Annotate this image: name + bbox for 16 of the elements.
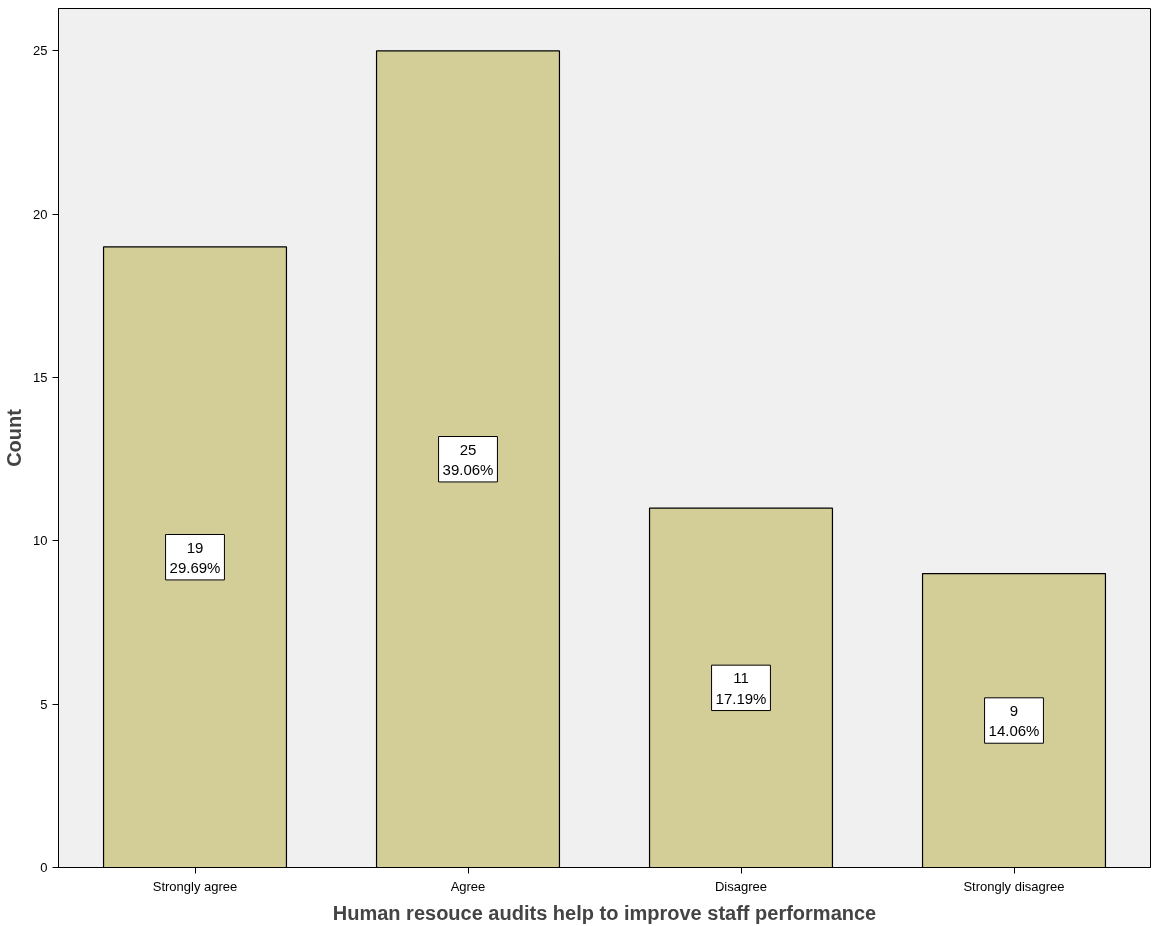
y-tick-label: 5 bbox=[40, 696, 48, 712]
y-tick-label: 10 bbox=[33, 533, 48, 549]
y-tick-label: 25 bbox=[33, 43, 48, 59]
data-label: 9 14.06% bbox=[988, 701, 1040, 740]
y-tick-label: 20 bbox=[33, 206, 48, 222]
data-label: 19 29.69% bbox=[169, 538, 221, 576]
y-tick-label: 0 bbox=[40, 860, 48, 875]
x-tick-label: Strongly disagree bbox=[963, 878, 1065, 894]
data-label: 11 17.19% bbox=[715, 669, 767, 707]
x-tick-label: Agree bbox=[450, 878, 486, 894]
data-label: 25 39.06% bbox=[442, 440, 494, 478]
x-tick-label: Strongly agree bbox=[152, 878, 238, 894]
x-axis-title: Human resouce audits help to improve staff performance bbox=[332, 901, 877, 924]
y-tick-label: 15 bbox=[33, 370, 48, 386]
y-axis-title: Count bbox=[3, 408, 26, 467]
x-tick-label: Disagree bbox=[714, 878, 768, 894]
